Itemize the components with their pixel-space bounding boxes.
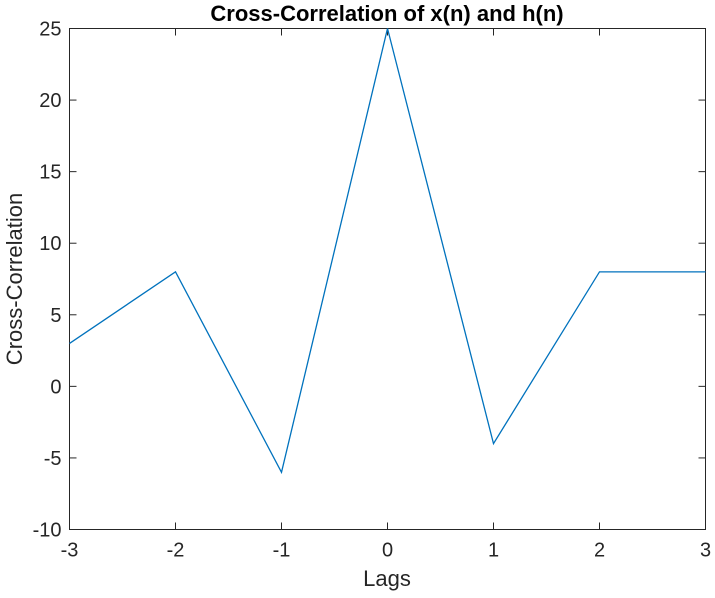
y-tick-label: 15: [39, 162, 61, 184]
y-tick-label: 10: [39, 233, 61, 255]
x-tick-label: -3: [61, 540, 79, 562]
y-tick-label: -10: [33, 520, 62, 542]
y-tick-label: 20: [39, 90, 61, 112]
x-tick-label: 2: [594, 540, 605, 562]
x-tick-label: -2: [167, 540, 185, 562]
y-axis-label: Cross-Correlation: [2, 193, 27, 365]
data-line-layer: [69, 28, 706, 475]
x-axis-label: Lags: [363, 566, 411, 591]
y-tick-label: 5: [50, 305, 61, 327]
y-tick-label: -5: [44, 448, 62, 470]
y-tick-label: 0: [50, 376, 61, 398]
y-tick-label: 25: [39, 19, 61, 41]
x-tick-label: 3: [700, 540, 711, 562]
x-tick-label: -1: [273, 540, 291, 562]
x-tick-label: 0: [382, 540, 393, 562]
chart-title: Cross-Correlation of x(n) and h(n): [210, 1, 563, 26]
series-line-cross-correlation: [69, 28, 706, 475]
x-tick-label: 1: [488, 540, 499, 562]
